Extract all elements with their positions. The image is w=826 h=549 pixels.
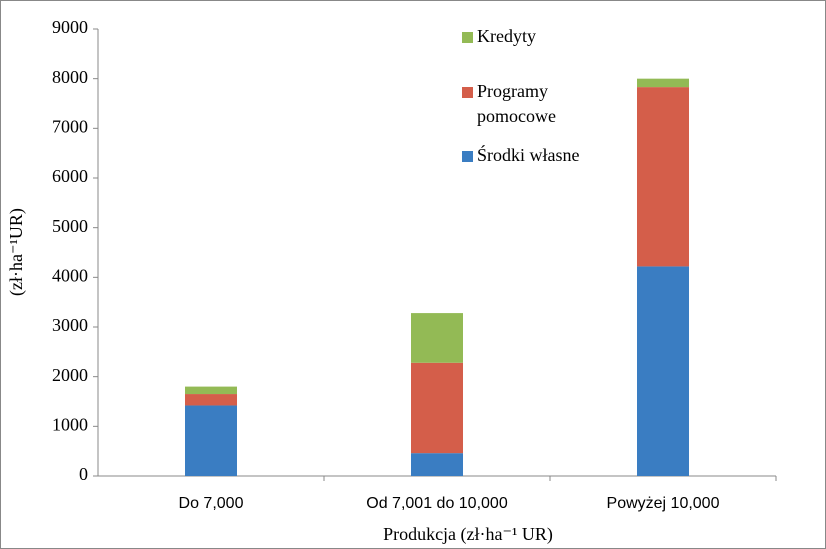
y-tick-label: 9000 xyxy=(52,17,88,37)
legend-item: Programy pomocowe xyxy=(462,79,592,129)
y-axis-label: (zł·ha⁻¹UR) xyxy=(6,208,27,296)
bar-segment xyxy=(411,313,463,363)
bar-segment xyxy=(411,453,463,476)
bar-segment xyxy=(637,87,689,267)
x-axis-label: Produkcja (zł·ha⁻¹ UR) xyxy=(383,524,553,545)
x-tick-label: Do 7,000 xyxy=(179,495,244,512)
y-tick-label: 7000 xyxy=(52,116,88,136)
legend-label: Programy pomocowe xyxy=(477,81,556,126)
y-tick-label: 5000 xyxy=(52,216,88,236)
bar-segment xyxy=(185,394,237,406)
bar-segment xyxy=(637,78,689,88)
bar-segment xyxy=(185,386,237,395)
legend-label: Środki własne xyxy=(477,145,580,165)
y-tick-label: 0 xyxy=(79,464,88,484)
legend-item: Środki własne xyxy=(462,143,592,168)
y-tick-label: 4000 xyxy=(52,265,88,285)
x-tick-label: Powyżej 10,000 xyxy=(607,495,720,512)
y-tick-label: 1000 xyxy=(52,414,88,434)
bar-segment xyxy=(411,362,463,454)
bar-segment xyxy=(185,405,237,476)
bar-segment xyxy=(637,266,689,476)
y-tick-label: 6000 xyxy=(52,166,88,186)
y-tick-label: 3000 xyxy=(52,315,88,335)
legend-swatch xyxy=(462,87,473,98)
legend-swatch xyxy=(462,32,473,43)
y-tick-label: 8000 xyxy=(52,67,88,87)
y-tick-label: 2000 xyxy=(52,365,88,385)
legend-swatch xyxy=(462,151,473,162)
legend-label: Kredyty xyxy=(477,26,536,46)
x-tick-label: Od 7,001 do 10,000 xyxy=(366,495,508,512)
legend-item: Kredyty xyxy=(462,24,592,49)
